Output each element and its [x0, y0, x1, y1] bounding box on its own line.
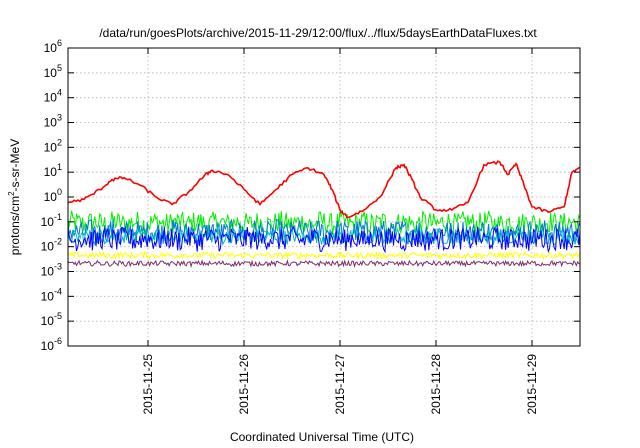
y-tick-label: 10-4: [41, 286, 62, 303]
series-layer: [67, 160, 581, 269]
grid: [68, 48, 580, 346]
x-tick-label: 2015-11-25: [141, 354, 155, 415]
x-tick-label: 2015-11-29: [525, 354, 539, 415]
y-tick-label: 101: [44, 162, 62, 179]
chart-title: /data/run/goesPlots/archive/2015-11-29/1…: [99, 26, 537, 40]
flux-band-line: [67, 250, 581, 261]
y-tick-label: 103: [44, 113, 62, 130]
y-tick-label: 106: [44, 38, 62, 55]
x-tick-label: 2015-11-27: [333, 354, 347, 415]
y-tick-label: 10-1: [41, 212, 62, 229]
flux-band-line: [67, 227, 581, 246]
ticks: 106 105 104 103 102 101 100 10-1 10-2 10-3 10-4 10-…: [41, 38, 580, 415]
y-tick-label: 10-5: [41, 311, 62, 328]
x-axis-label: Coordinated Universal Time (UTC): [230, 430, 414, 444]
x-tick-label: 2015-11-26: [237, 354, 251, 415]
y-axis-label: protons/cm2-s-sr-MeV: [7, 139, 22, 255]
y-tick-label: 102: [44, 137, 62, 154]
y-tick-label: 10-6: [41, 336, 62, 353]
y-tick-label: 10-2: [41, 237, 62, 254]
flux-band-line: [67, 226, 581, 254]
y-tick-label: 10-3: [41, 262, 62, 279]
x-tick-label: 2015-11-28: [429, 354, 443, 415]
proton-flux-line: [67, 160, 580, 219]
y-tick-label: 105: [44, 63, 62, 80]
flux-band-line: [67, 210, 581, 236]
flux-band-line: [67, 259, 581, 269]
y-tick-label: 100: [44, 187, 62, 204]
y-tick-label: 104: [44, 88, 62, 105]
